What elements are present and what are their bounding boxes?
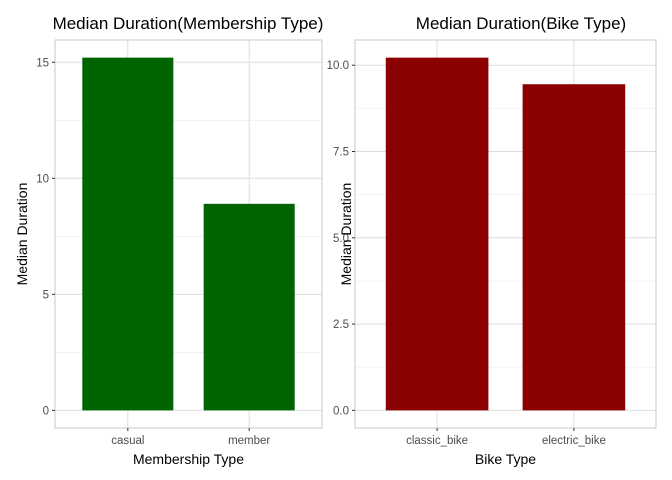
y-axis-label: Median Duration xyxy=(338,183,354,286)
x-tick-label: member xyxy=(228,435,270,447)
y-tick-label: 10 xyxy=(36,173,49,185)
chart-title: Median Duration(Bike Type) xyxy=(416,14,626,33)
x-tick-label: classic_bike xyxy=(406,435,468,447)
x-tick-label: electric_bike xyxy=(542,435,606,447)
panel-border xyxy=(354,39,657,429)
x-axis-label: Membership Type xyxy=(133,451,244,467)
y-tick-label: 0 xyxy=(43,405,49,417)
chart-panel-1: 0 5 10 15 casual member Median Duration(Member… xyxy=(14,14,323,467)
y-axis-label: Median Duration xyxy=(14,183,30,286)
panel-border xyxy=(54,39,323,429)
bar-member xyxy=(203,203,295,411)
y-tick-label: 10.0 xyxy=(327,60,349,72)
bar-electric_bike xyxy=(522,84,626,411)
y-tick-label: 2.5 xyxy=(333,319,349,331)
chart-title: Median Duration(Membership Type) xyxy=(53,14,324,33)
y-tick-label: 5 xyxy=(43,289,49,301)
bar-casual xyxy=(82,57,174,411)
y-tick-label: 5.0 xyxy=(333,233,349,245)
y-tick-label: 0.0 xyxy=(333,405,349,417)
y-tick-label: 15 xyxy=(36,57,49,69)
x-tick-label: casual xyxy=(111,435,144,447)
chart-panel-2: 0.0 2.5 5.0 7.5 10.0 classic_bike electric_bik… xyxy=(327,14,657,467)
x-axis-label: Bike Type xyxy=(475,451,536,467)
y-tick-label: 7.5 xyxy=(333,147,349,159)
bar-classic_bike xyxy=(385,57,489,411)
